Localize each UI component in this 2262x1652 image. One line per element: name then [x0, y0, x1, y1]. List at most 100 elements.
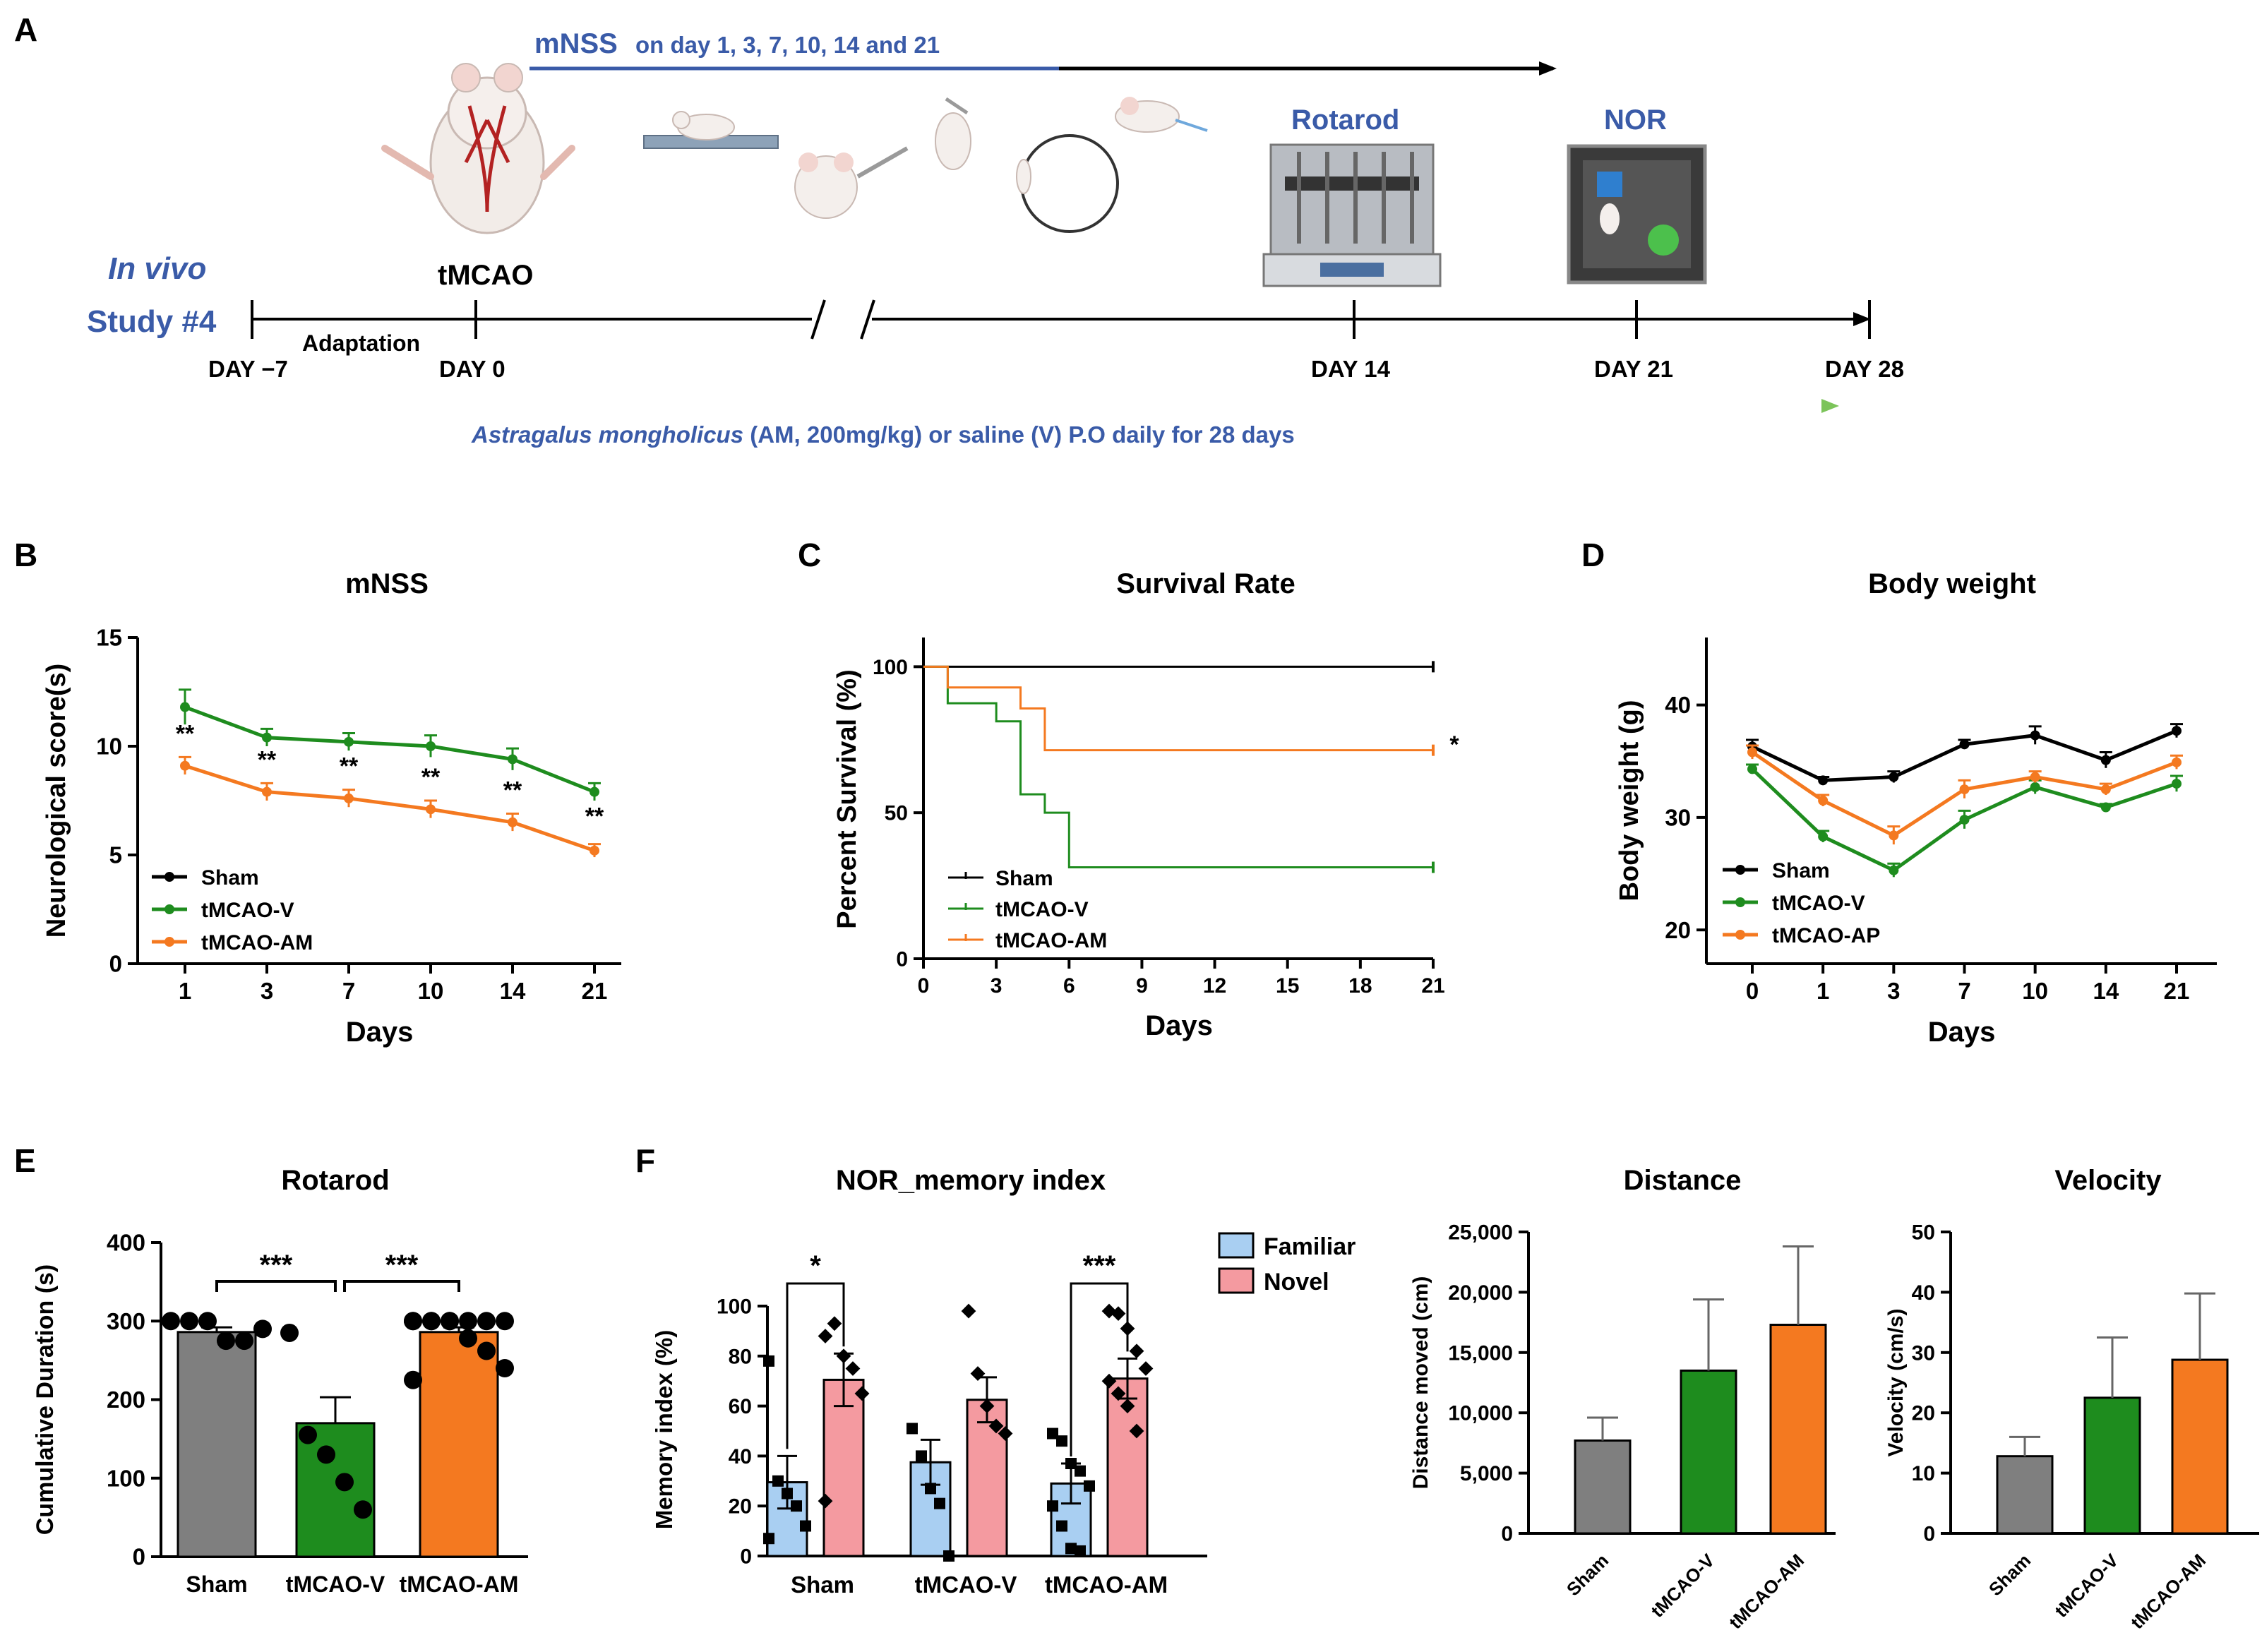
significance-label: *** [260, 1250, 293, 1281]
y-tick-label: 0 [1501, 1523, 1513, 1546]
significance-label: ** [585, 803, 604, 830]
bar-tMCAO-AM [2171, 1358, 2229, 1535]
y-axis-label: Percent Survival (%) [832, 669, 862, 928]
data-point [2172, 726, 2182, 736]
data-dot [791, 1500, 802, 1512]
data-dot [496, 1312, 514, 1331]
data-dot [1129, 1343, 1144, 1359]
data-dot [818, 1493, 833, 1509]
data-point [508, 754, 517, 765]
x-tick-label: 10 [418, 978, 444, 1004]
bar-tMCAO-V [1680, 1369, 1737, 1535]
data-dot [763, 1533, 774, 1545]
significance-label: * [810, 1250, 821, 1281]
body-weight-chart: 20 30 40 0 1 3 7 10 14 21 Body weight Body weight (… [1615, 568, 2217, 1048]
panel-a-timeline: mNSS on day 1, 3, 7, 10, 14 and 21 [87, 28, 1904, 448]
data-dot [1120, 1399, 1135, 1413]
x-axis-label: Days [1145, 1010, 1213, 1041]
legend-label: tMCAO-AM [995, 929, 1107, 952]
mnss-arrowhead [1539, 61, 1557, 76]
data-dot [1111, 1306, 1126, 1322]
data-point [344, 793, 354, 803]
y-tick-label: 20 [729, 1495, 752, 1519]
chart-title: Survival Rate [1116, 568, 1295, 599]
data-point [1959, 739, 1970, 750]
y-tick-label: 5 [109, 842, 122, 868]
bar-Novel [822, 1378, 865, 1557]
data-point [1818, 775, 1829, 786]
y-tick-label: 80 [729, 1345, 752, 1368]
y-tick-label: 0 [109, 951, 122, 977]
data-dot [988, 1418, 1004, 1434]
y-tick-label: 20,000 [1448, 1281, 1513, 1305]
x-tick-label: tMCAO-V [1646, 1550, 1718, 1622]
data-point [1889, 830, 1899, 841]
data-dot [961, 1303, 976, 1319]
panel-letter-f: F [635, 1142, 655, 1179]
legend-label: tMCAO-AM [201, 931, 313, 954]
data-dot [180, 1312, 198, 1331]
legend-swatch [1218, 1232, 1255, 1259]
data-point [508, 817, 517, 827]
data-dot [800, 1520, 811, 1532]
data-dot [235, 1331, 253, 1351]
y-axis-label: Distance moved (cm) [1409, 1276, 1432, 1490]
x-tick-label: 0 [918, 974, 930, 998]
day-label: DAY 14 [1311, 356, 1391, 382]
data-dot [198, 1312, 217, 1331]
x-tick-label: 21 [2164, 978, 2190, 1004]
data-dot [943, 1550, 955, 1562]
x-tick-label: Sham [1562, 1550, 1612, 1600]
data-dot [404, 1312, 422, 1331]
data-point [2030, 730, 2040, 741]
data-point [344, 736, 354, 747]
x-tick-label: 14 [2093, 978, 2119, 1004]
y-tick-label: 0 [1923, 1523, 1935, 1546]
x-tick-label: 1 [1817, 978, 1829, 1004]
survival-curve-tMCAO-V [923, 665, 1433, 869]
data-dot [299, 1425, 317, 1444]
data-dot [459, 1329, 477, 1348]
data-point [2100, 784, 2111, 795]
y-tick-label: 30 [1665, 804, 1691, 830]
bar-Sham [1574, 1439, 1632, 1535]
data-point [262, 732, 272, 743]
x-tick-label: 21 [1421, 974, 1444, 998]
x-tick-label: 18 [1348, 974, 1372, 998]
treatment-species: Astragalus mongholicus [471, 421, 743, 448]
x-tick-label: 1 [179, 978, 191, 1004]
data-dot [1065, 1458, 1077, 1470]
y-tick-label: 0 [740, 1545, 752, 1569]
distance-chart: 0 5,000 10,000 15,000 20,000 25,000 Distance Di… [1409, 1165, 1836, 1633]
y-axis-label: Velocity (cm/s) [1884, 1308, 1908, 1456]
significance-label: *** [385, 1250, 419, 1281]
mouse-tests-icon [794, 97, 1208, 233]
x-tick-label: tMCAO-AM [2126, 1550, 2210, 1633]
tmcao-label: tMCAO [438, 260, 534, 291]
nor-memory-chart: 0 20 40 60 80 100 NOR_memory index Memory index… [651, 1165, 1356, 1598]
legend-label: Familiar [1264, 1233, 1356, 1260]
y-tick-label: 60 [729, 1395, 752, 1418]
significance-bracket [1070, 1282, 1129, 1457]
data-point [590, 786, 599, 797]
x-tick-label: 9 [1136, 974, 1148, 998]
data-point [2100, 802, 2111, 813]
data-dot [979, 1399, 995, 1413]
panel-letter-a: A [14, 11, 37, 48]
data-dot [836, 1348, 851, 1364]
y-tick-label: 40 [1665, 692, 1691, 718]
panel-letter-c: C [798, 537, 821, 573]
data-dot [906, 1423, 918, 1435]
x-tick-label: 0 [1746, 978, 1759, 1004]
mnss-chart: 0 5 10 15 1 3 7 10 14 21 mNSS Neurological score(s)… [42, 568, 621, 1048]
significance-bracket [215, 1280, 337, 1292]
nor-arena-icon [1567, 144, 1707, 285]
y-tick-label: 25,000 [1448, 1221, 1513, 1245]
data-dot [818, 1329, 833, 1343]
day-label: DAY 21 [1594, 356, 1673, 382]
data-point [426, 804, 436, 815]
data-dot [335, 1473, 354, 1492]
data-dot [496, 1359, 514, 1377]
y-tick-label: 50 [885, 802, 908, 825]
significance-label: ** [258, 746, 277, 773]
